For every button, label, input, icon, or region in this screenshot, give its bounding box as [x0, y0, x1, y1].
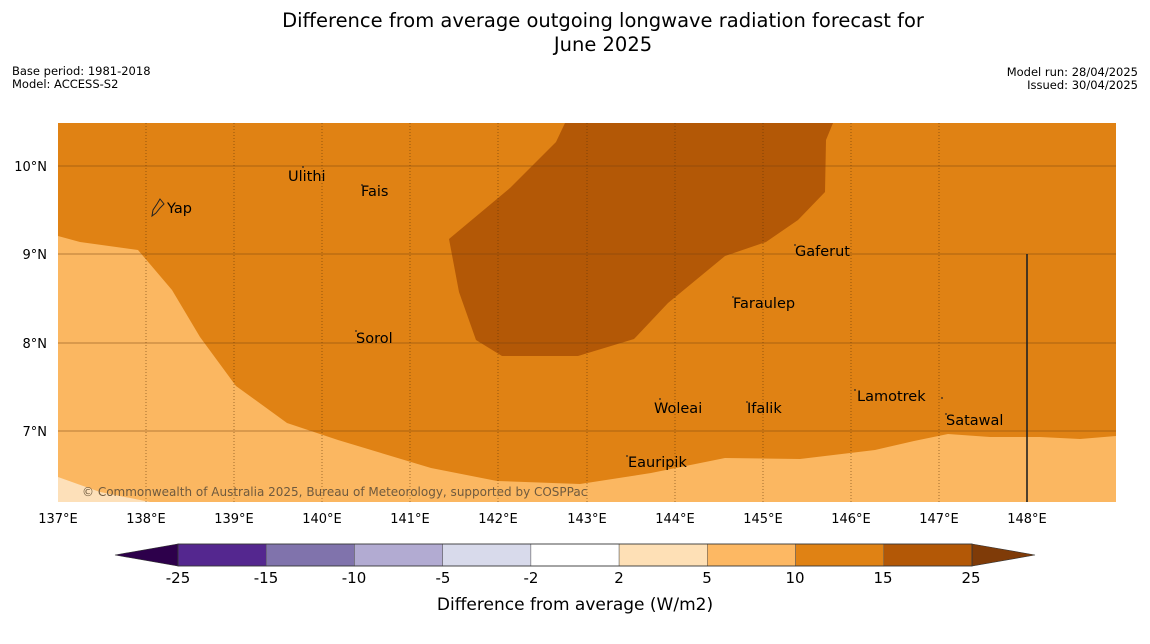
model-run-text: Model run: 28/04/2025 — [1006, 65, 1138, 79]
lon-tick-label: 142°E — [478, 512, 518, 527]
colorbar: -25 -15 -10 -5 -2 2 5 10 15 25 Differenc… — [114, 543, 1036, 615]
latitude-axis: 10°N 9°N 8°N 7°N — [14, 160, 47, 440]
colorbar-tick-label: 5 — [702, 569, 712, 587]
colorbar-tick-label: 25 — [961, 569, 980, 587]
place-label-ifalik: Ifalik — [747, 401, 782, 417]
colorbar-tick-label: 15 — [873, 569, 892, 587]
lon-tick-label: 143°E — [567, 512, 607, 527]
colorbar-swatch — [177, 543, 267, 567]
colorbar-swatch — [530, 543, 620, 567]
place-label-sorol: Sorol — [356, 331, 393, 347]
latitude-lines — [58, 165, 1116, 432]
base-period-text: Base period: 1981-2018 — [12, 64, 151, 78]
lon-tick-label: 139°E — [214, 512, 254, 527]
map-panel: Yap Ulithi Fais Gaferut Faraulep Sorol W… — [58, 123, 1116, 502]
place-label-lamotrek: Lamotrek — [857, 389, 926, 405]
colorbar-over-arrow — [971, 543, 1036, 567]
colorbar-swatches — [177, 543, 973, 567]
copyright-notice: © Commonwealth of Australia 2025, Bureau… — [82, 485, 587, 499]
lat-tick-label: 8°N — [23, 337, 48, 352]
model-text: Model: ACCESS-S2 — [12, 77, 119, 91]
region-2-to-5 — [58, 477, 150, 502]
atoll-dots — [302, 166, 947, 457]
colorbar-frame — [177, 543, 973, 567]
colorbar-swatch — [795, 543, 885, 567]
colorbar-label: Difference from average (W/m2) — [437, 595, 713, 615]
place-label-fais: Fais — [361, 184, 388, 200]
lon-tick-label: 138°E — [126, 512, 166, 527]
colorbar-swatch — [354, 543, 443, 567]
lon-tick-label: 146°E — [831, 512, 871, 527]
meta-left: Base period: 1981-2018 Model: ACCESS-S2 — [12, 65, 151, 91]
place-label-yap: Yap — [166, 201, 192, 217]
lat-tick-label: 9°N — [23, 248, 48, 263]
longitude-axis: 137°E 138°E 139°E 140°E 141°E 142°E 143°… — [38, 512, 1047, 527]
yap-island-shape — [151, 198, 165, 218]
colorbar-swatch — [442, 543, 532, 567]
colorbar-under-arrow — [114, 543, 179, 567]
colorbar-swatch — [618, 543, 708, 567]
colorbar-tick-label: -15 — [254, 569, 279, 587]
colorbar-tick-label: 2 — [614, 569, 624, 587]
lon-tick-label: 144°E — [655, 512, 695, 527]
colorbar-swatch — [707, 543, 796, 567]
issued-text: Issued: 30/04/2025 — [1027, 78, 1138, 92]
region-15-to-25 — [449, 123, 833, 356]
meta-right: Model run: 28/04/2025 Issued: 30/04/2025 — [1007, 66, 1138, 92]
lat-tick-label: 7°N — [23, 425, 48, 440]
place-label-eauripik: Eauripik — [628, 455, 687, 471]
colorbar-tick-label: -5 — [436, 569, 451, 587]
place-label-woleai: Woleai — [654, 401, 702, 417]
lon-tick-label: 141°E — [390, 512, 430, 527]
colorbar-tick-label: -25 — [166, 569, 191, 587]
colorbar-tick-label: -2 — [524, 569, 539, 587]
place-label-faraulep: Faraulep — [733, 296, 795, 312]
place-label-ulithi: Ulithi — [288, 169, 326, 185]
colorbar-tick-label: 10 — [785, 569, 804, 587]
region-5-to-10 — [58, 236, 1116, 502]
place-label-gaferut: Gaferut — [795, 244, 850, 260]
lon-tick-label: 137°E — [38, 512, 78, 527]
lon-tick-label: 140°E — [302, 512, 342, 527]
map-title: Difference from average outgoing longwav… — [200, 9, 1006, 57]
colorbar-swatch — [883, 543, 973, 567]
place-label-satawal: Satawal — [946, 413, 1003, 429]
lon-tick-label: 145°E — [743, 512, 783, 527]
map-title-line1: Difference from average outgoing longwav… — [282, 9, 924, 32]
lon-tick-label: 147°E — [919, 512, 959, 527]
gridlines — [145, 123, 940, 502]
map-title-line2: June 2025 — [553, 33, 653, 56]
colorbar-tick-label: -10 — [342, 569, 367, 587]
lon-tick-label: 148°E — [1007, 512, 1047, 527]
lat-tick-label: 10°N — [14, 160, 47, 175]
colorbar-swatch — [265, 543, 355, 567]
